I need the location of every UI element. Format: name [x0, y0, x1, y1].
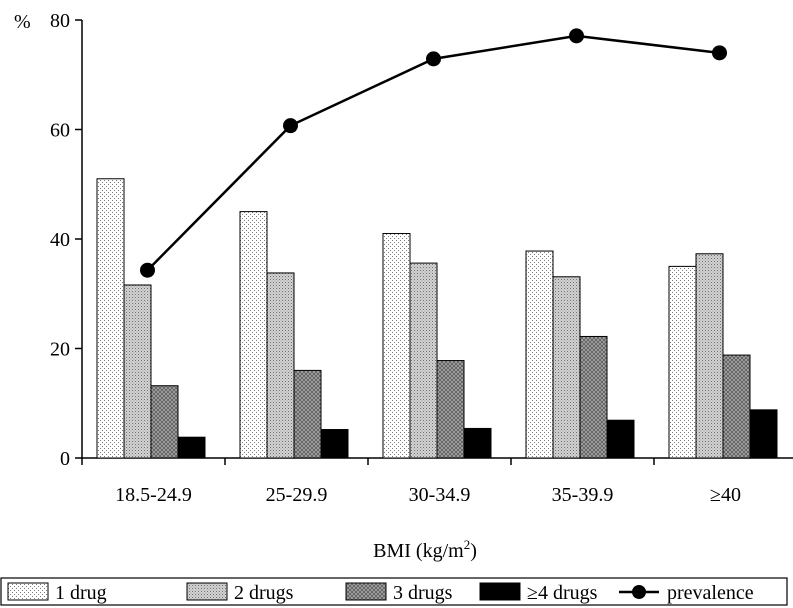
- y-tick-label: 0: [60, 448, 70, 470]
- prevalence-point: [569, 28, 584, 44]
- y-tick-label: 80: [50, 10, 70, 32]
- x-tick-label: 30-34.9: [409, 484, 471, 506]
- bar: [668, 265, 697, 459]
- legend-marker: [632, 585, 646, 599]
- bars: [96, 178, 778, 459]
- bar: [266, 272, 295, 459]
- x-axis: 18.5-24.9 25-29.9 30-34.9 35-39.9 ≥40: [81, 457, 793, 506]
- bar: [150, 385, 179, 459]
- x-axis-title: BMI (kg/m2): [373, 537, 477, 562]
- prevalence-line-path: [146, 34, 720, 272]
- legend-label: 3 drugs: [393, 582, 453, 604]
- legend-item: 2 drugs: [186, 582, 294, 604]
- x-axis-title-text: BMI (kg/m: [373, 540, 464, 562]
- bar: [123, 284, 152, 459]
- prevalence-point: [712, 45, 727, 61]
- legend-swatch: [479, 582, 521, 601]
- bar: [606, 419, 635, 459]
- prevalence-point: [140, 262, 155, 278]
- y-axis: 0 20 40 60 80: [50, 10, 83, 470]
- bar: [722, 354, 751, 459]
- prevalence-point: [283, 118, 298, 134]
- x-axis-title-close: ): [470, 540, 477, 562]
- x-tick-label: 35-39.9: [552, 484, 614, 506]
- bar: [749, 409, 778, 459]
- y-axis-unit: %: [14, 11, 31, 33]
- legend: 1 drug 2 drugs 3 drugs ≥4 drugs prevalence: [0, 577, 788, 606]
- y-tick-label: 60: [50, 120, 70, 142]
- bar: [239, 211, 268, 459]
- legend-item: prevalence: [619, 582, 754, 604]
- bar: [293, 369, 322, 459]
- legend-label: ≥4 drugs: [527, 582, 598, 604]
- x-axis-title-superscript: 2: [464, 537, 471, 552]
- bar: [409, 262, 438, 459]
- bar: [525, 250, 554, 459]
- legend-item: 3 drugs: [345, 582, 453, 604]
- bar: [382, 233, 411, 459]
- bar: [177, 436, 206, 459]
- bar: [436, 360, 465, 459]
- legend-label: 1 drug: [55, 582, 107, 604]
- legend-swatch: [186, 582, 228, 601]
- bar: [695, 253, 724, 459]
- x-tick-label: 18.5-24.9: [115, 484, 192, 506]
- legend-swatch: [7, 582, 49, 601]
- prevalence-point: [426, 51, 441, 67]
- bar: [96, 178, 125, 459]
- bar: [463, 427, 492, 459]
- legend-label: prevalence: [667, 582, 754, 604]
- y-tick-label: 40: [50, 229, 70, 251]
- y-tick-label: 20: [50, 339, 70, 361]
- legend-swatch: [345, 582, 387, 601]
- x-tick-label: ≥40: [710, 484, 741, 506]
- legend-item: ≥4 drugs: [479, 582, 598, 604]
- prevalence-line: [140, 28, 727, 278]
- x-tick-label: 25-29.9: [266, 484, 328, 506]
- bar: [552, 276, 581, 459]
- bar: [320, 429, 349, 459]
- legend-label: 2 drugs: [234, 582, 294, 604]
- bar: [579, 335, 608, 459]
- legend-item: 1 drug: [7, 582, 107, 604]
